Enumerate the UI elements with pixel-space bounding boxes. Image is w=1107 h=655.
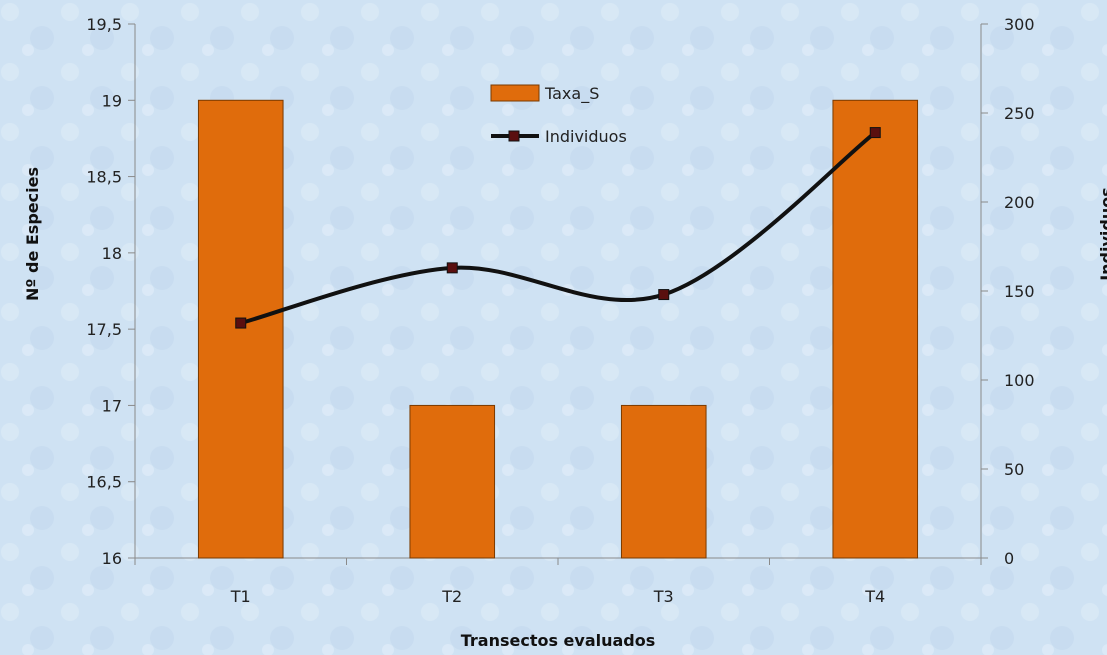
- bar: [832, 99, 919, 559]
- x-tick-label: T1: [230, 587, 251, 606]
- line-point: [446, 262, 458, 274]
- y2-tick-label: 250: [1004, 104, 1035, 123]
- y2-tick-label: 50: [1004, 460, 1024, 479]
- y-tick-label: 18: [102, 244, 122, 263]
- y2-tick-label: 300: [1004, 15, 1035, 34]
- y-axis-title: Nº de Especies: [23, 167, 42, 301]
- y2-tick-label: 150: [1004, 282, 1035, 301]
- y-tick-label: 17: [102, 396, 122, 415]
- line-point: [658, 289, 670, 301]
- line-point: [869, 127, 881, 139]
- y-tick-label: 16,5: [86, 473, 122, 492]
- x-axis-title: Transectos evaluados: [461, 631, 656, 650]
- x-tick-label: T4: [864, 587, 885, 606]
- y-tick-label: 19: [102, 91, 122, 110]
- legend-swatch-bar: [490, 84, 540, 102]
- y-tick-label: 19,5: [86, 15, 122, 34]
- line-series: [235, 127, 881, 329]
- bar-series: [197, 99, 919, 559]
- y2-tick-label: 100: [1004, 371, 1035, 390]
- y2-tick-label: 0: [1004, 549, 1014, 568]
- y-tick-label: 17,5: [86, 320, 122, 339]
- legend: Taxa_S Individuos: [490, 84, 627, 146]
- x-tick-label: T2: [441, 587, 462, 606]
- bar: [197, 99, 284, 559]
- y-tick-label: 18,5: [86, 168, 122, 187]
- legend-label-line: Individuos: [545, 127, 627, 146]
- legend-marker: [508, 130, 520, 142]
- series-line: [240, 130, 877, 325]
- legend-label-bar: Taxa_S: [544, 84, 599, 104]
- x-tick-label: T3: [653, 587, 674, 606]
- bar: [409, 404, 496, 559]
- bar: [620, 404, 707, 559]
- y-tick-label: 16: [102, 549, 122, 568]
- y2-tick-label: 200: [1004, 193, 1035, 212]
- line-point: [235, 317, 247, 329]
- y2-axis-title: Individuos: [1097, 187, 1107, 281]
